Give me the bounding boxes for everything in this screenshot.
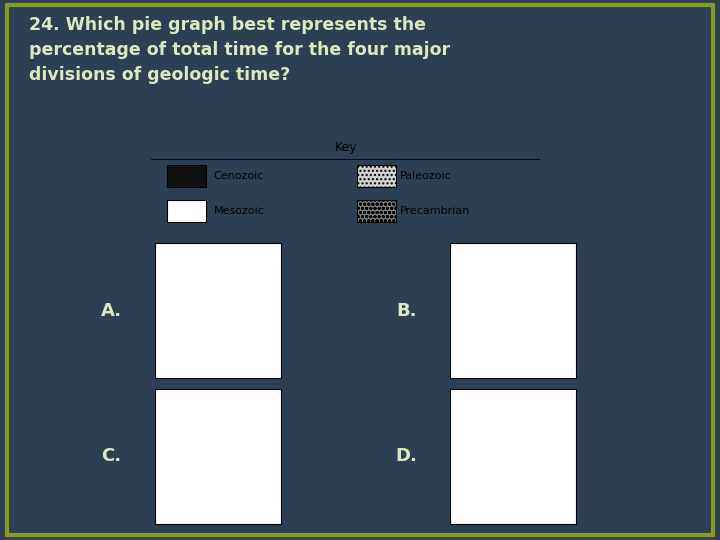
Text: Key: Key bbox=[334, 141, 357, 154]
Wedge shape bbox=[173, 279, 218, 342]
Wedge shape bbox=[501, 411, 557, 501]
Wedge shape bbox=[476, 456, 513, 501]
Bar bbox=[167, 200, 206, 222]
Wedge shape bbox=[469, 448, 513, 481]
Bar bbox=[357, 200, 396, 222]
Wedge shape bbox=[174, 413, 263, 501]
Text: Paleozoic: Paleozoic bbox=[400, 171, 451, 181]
Wedge shape bbox=[191, 416, 218, 456]
Bar bbox=[167, 165, 206, 187]
Text: 24. Which pie graph best represents the
percentage of total time for the four ma: 24. Which pie graph best represents the … bbox=[29, 16, 450, 84]
Text: D.: D. bbox=[396, 447, 418, 465]
Text: A.: A. bbox=[101, 301, 122, 320]
Wedge shape bbox=[215, 411, 225, 456]
Wedge shape bbox=[218, 279, 263, 342]
Text: B.: B. bbox=[397, 301, 417, 320]
Text: Cenozoic: Cenozoic bbox=[213, 171, 264, 181]
Wedge shape bbox=[186, 310, 249, 355]
Text: Mesozoic: Mesozoic bbox=[213, 206, 264, 216]
Wedge shape bbox=[471, 268, 513, 310]
Wedge shape bbox=[476, 268, 557, 355]
Wedge shape bbox=[186, 266, 249, 310]
Bar bbox=[357, 165, 396, 187]
Text: Precambrian: Precambrian bbox=[400, 206, 470, 216]
Wedge shape bbox=[469, 413, 513, 456]
Wedge shape bbox=[198, 412, 218, 456]
Wedge shape bbox=[500, 266, 528, 310]
Wedge shape bbox=[469, 295, 513, 335]
Text: C.: C. bbox=[102, 447, 122, 465]
